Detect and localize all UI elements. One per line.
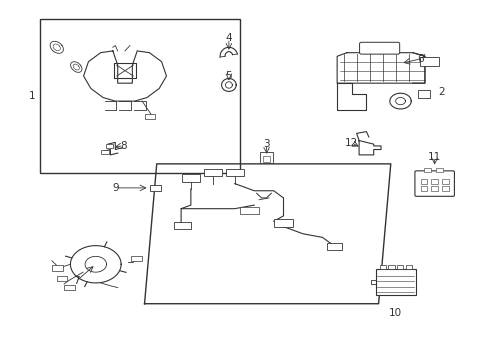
- Bar: [52, 265, 62, 271]
- Text: 1: 1: [29, 91, 36, 101]
- Text: 2: 2: [438, 87, 445, 97]
- Bar: [423, 168, 430, 172]
- Bar: [182, 174, 199, 182]
- Text: 9: 9: [112, 183, 119, 193]
- Bar: [262, 156, 270, 162]
- Bar: [396, 265, 403, 269]
- Bar: [273, 219, 293, 226]
- Bar: [173, 222, 191, 229]
- Bar: [203, 168, 221, 176]
- Bar: [150, 185, 161, 192]
- Text: 12: 12: [345, 138, 358, 148]
- Bar: [420, 186, 427, 192]
- FancyBboxPatch shape: [414, 171, 453, 196]
- Bar: [375, 269, 415, 295]
- Bar: [57, 276, 67, 282]
- Bar: [430, 186, 437, 192]
- Bar: [419, 57, 438, 66]
- Bar: [430, 179, 437, 184]
- Text: 6: 6: [417, 54, 424, 64]
- Text: 10: 10: [388, 308, 402, 318]
- Bar: [327, 243, 341, 250]
- Text: 7: 7: [73, 276, 80, 286]
- Bar: [441, 179, 448, 184]
- Bar: [259, 152, 273, 163]
- Text: 4: 4: [225, 33, 232, 43]
- Bar: [40, 19, 239, 173]
- Bar: [144, 114, 155, 119]
- Bar: [441, 186, 448, 192]
- Text: 11: 11: [427, 152, 440, 162]
- Bar: [417, 90, 429, 98]
- Bar: [420, 179, 427, 184]
- Bar: [225, 168, 243, 176]
- Text: 8: 8: [120, 140, 126, 150]
- Bar: [101, 150, 109, 154]
- Bar: [239, 207, 259, 214]
- Bar: [435, 168, 442, 172]
- Bar: [379, 265, 385, 269]
- Text: 3: 3: [263, 139, 269, 149]
- Bar: [387, 265, 394, 269]
- Bar: [64, 285, 75, 291]
- FancyBboxPatch shape: [359, 42, 399, 54]
- Bar: [105, 144, 113, 148]
- Text: 5: 5: [225, 71, 232, 81]
- Bar: [405, 265, 411, 269]
- Bar: [131, 256, 142, 261]
